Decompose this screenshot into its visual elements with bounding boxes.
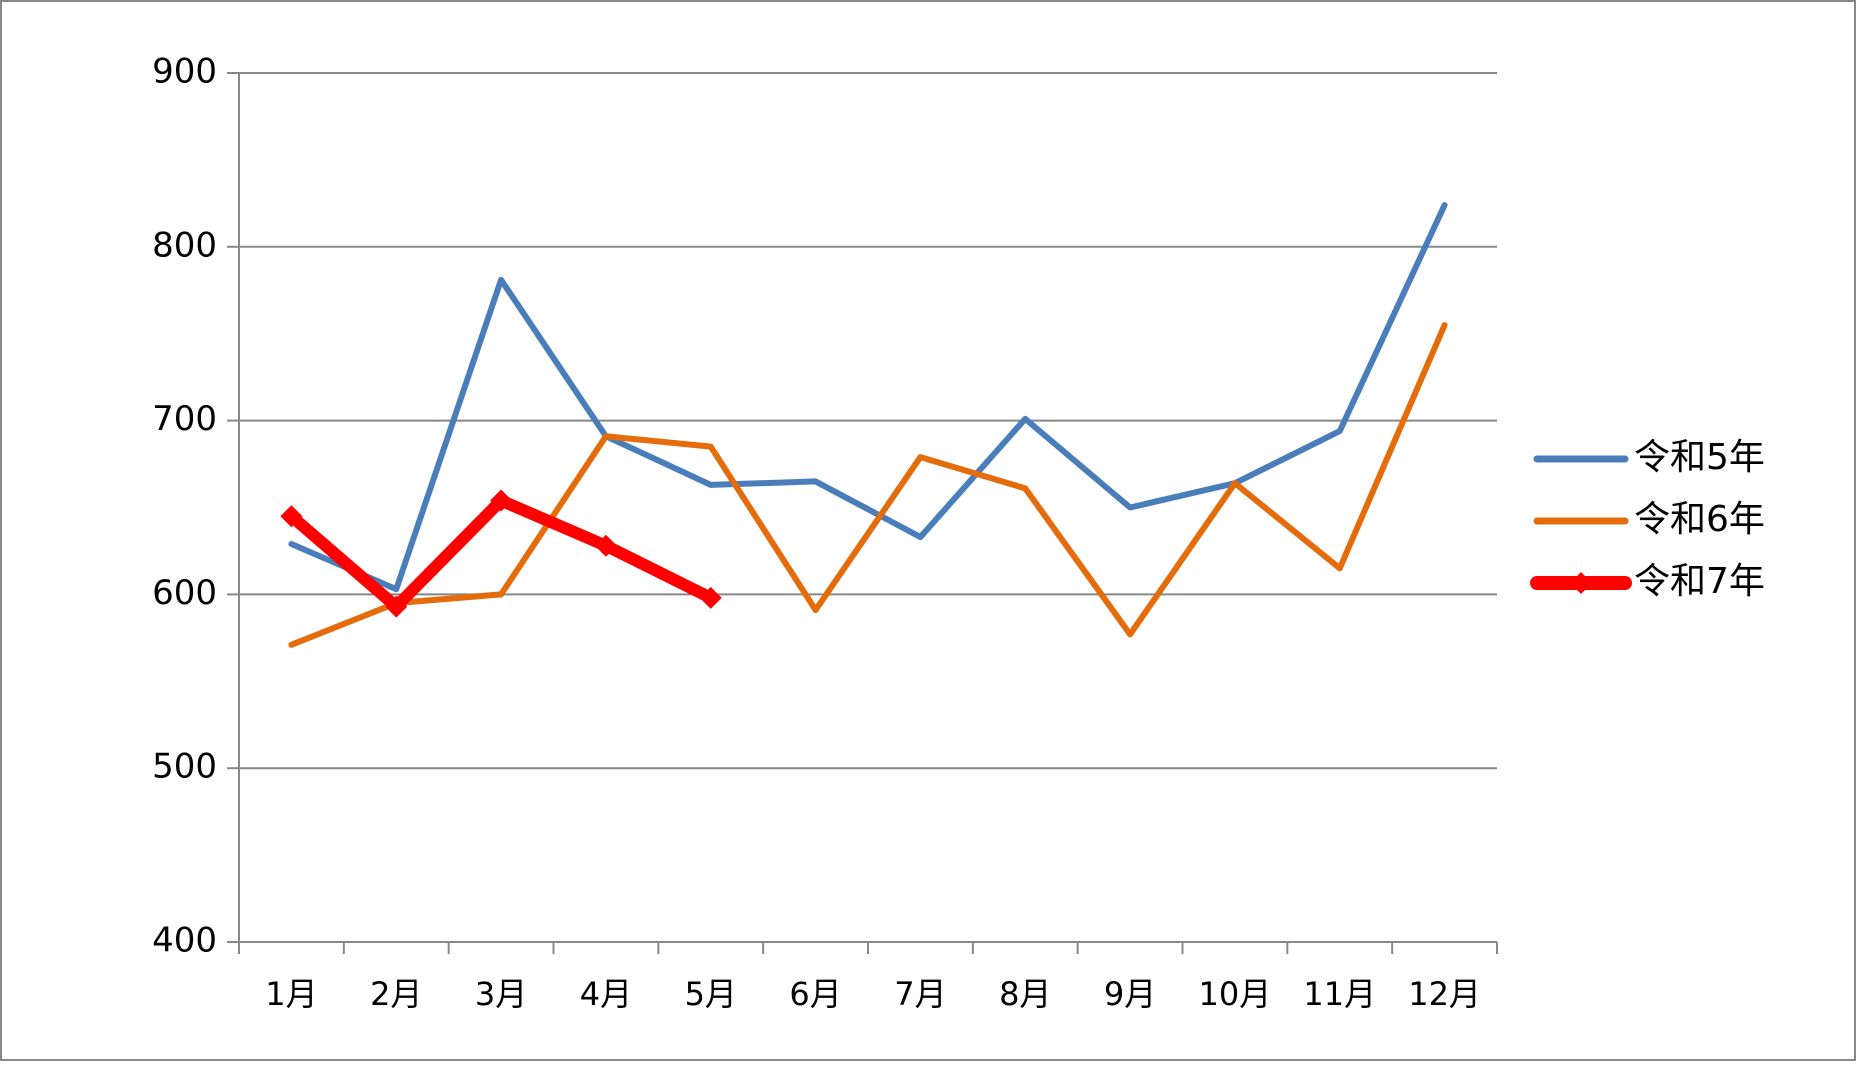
x-tick-label: 4月 [580, 975, 632, 1013]
x-tick-label: 2月 [370, 975, 422, 1013]
y-tick-label: 800 [152, 225, 217, 265]
x-tick-label: 1月 [265, 975, 317, 1013]
data-marker [699, 586, 722, 609]
legend-marker [1570, 572, 1592, 594]
data-marker [385, 595, 408, 618]
x-tick-label: 12月 [1408, 975, 1481, 1013]
legend-label: 令和6年 [1634, 499, 1765, 540]
x-tick-label: 5月 [685, 975, 737, 1013]
data-marker [280, 505, 303, 528]
y-tick-label: 500 [152, 747, 217, 787]
data-marker [594, 534, 617, 557]
legend-label: 令和7年 [1634, 561, 1765, 602]
x-tick-label: 9月 [1104, 975, 1156, 1013]
legend-label: 令和5年 [1634, 437, 1765, 478]
x-tick-label: 3月 [475, 975, 527, 1013]
series-line [288, 322, 1448, 648]
x-tick-label: 6月 [789, 975, 841, 1013]
x-tick-label: 7月 [894, 975, 946, 1013]
x-tick-label: 10月 [1199, 975, 1272, 1013]
y-tick-label: 900 [152, 52, 217, 92]
series-line [288, 202, 1448, 593]
y-tick-label: 700 [152, 399, 217, 439]
x-tick-label: 11月 [1303, 975, 1376, 1013]
x-tick-label: 8月 [999, 975, 1051, 1013]
y-tick-label: 600 [152, 573, 217, 613]
y-tick-label: 400 [152, 921, 217, 961]
data-marker [490, 489, 513, 512]
